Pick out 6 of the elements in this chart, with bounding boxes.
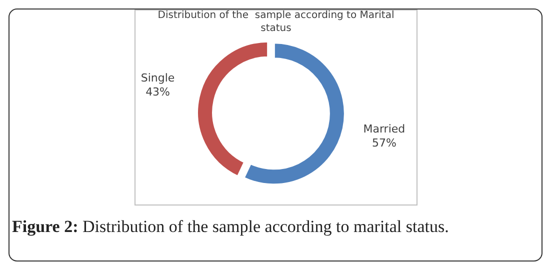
- slice-label: Married: [363, 122, 406, 136]
- chart-title: Distribution of the sample according to Marital status: [158, 10, 394, 34]
- data-label: 57%: [372, 136, 396, 150]
- slice-label: Single: [140, 72, 175, 85]
- caption: Figure 2: Distribution of the sample according to marital status.: [12, 217, 449, 236]
- data-label: 43%: [146, 86, 170, 99]
